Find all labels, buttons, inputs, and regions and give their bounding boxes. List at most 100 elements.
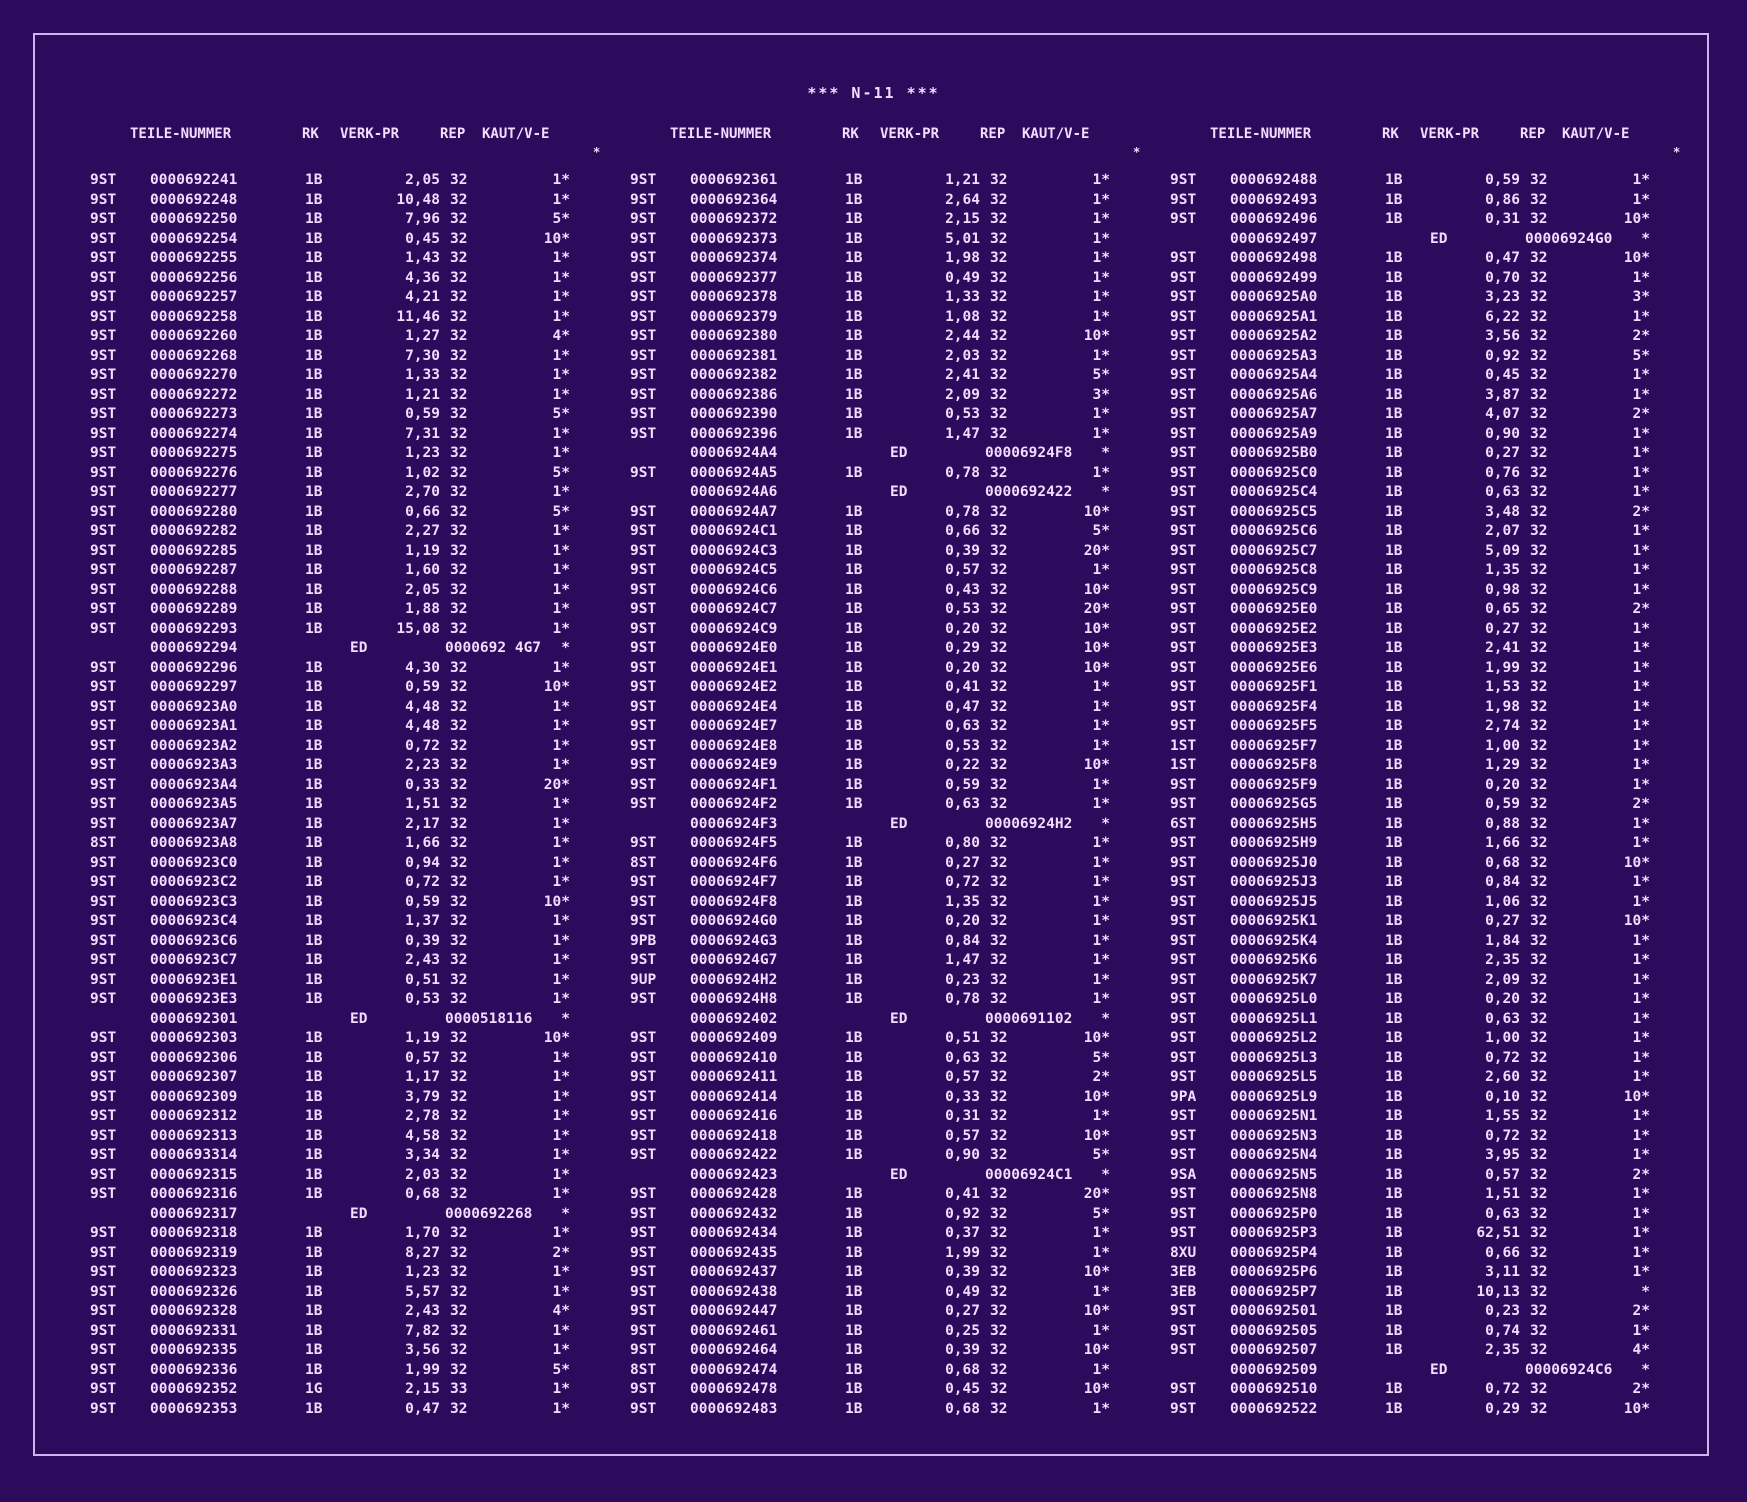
kaut-ve: 1* bbox=[1632, 1322, 1650, 1339]
rep-code: 32 bbox=[990, 211, 1008, 227]
type-code: 9ST bbox=[1170, 523, 1197, 539]
type-code: 9ST bbox=[1170, 1186, 1197, 1202]
kaut-ve: 1* bbox=[1632, 1010, 1650, 1027]
rep-code: 32 bbox=[990, 172, 1008, 188]
type-code: 9ST bbox=[1170, 1108, 1197, 1124]
table-row: 9ST 0000692396 1B 1,47 32 1* bbox=[630, 425, 1150, 444]
kaut-ve: 10* bbox=[1083, 1264, 1110, 1280]
table-row: 9ST 00006925L1 1B 0,63 32 1* bbox=[1170, 1010, 1690, 1029]
type-code: 9ST bbox=[90, 328, 117, 344]
table-row: 0000692423 ED 00006924C1 * bbox=[630, 1166, 1150, 1185]
rep-code: 32 bbox=[1530, 854, 1548, 871]
part-number: 00006924G0 bbox=[690, 913, 778, 929]
table-row: 9ST 0000692335 1B 3,56 32 1* bbox=[90, 1341, 610, 1360]
rep-code: 32 bbox=[1530, 328, 1548, 344]
type-code: 9ST bbox=[90, 815, 117, 832]
price: 0,63 bbox=[945, 718, 980, 734]
rk-code: 1B bbox=[845, 581, 863, 598]
rk-code: 1B bbox=[1385, 952, 1403, 968]
type-code: 9ST bbox=[90, 464, 117, 481]
price: 1,17 bbox=[405, 1069, 440, 1085]
part-number: 00006923C2 bbox=[150, 874, 238, 890]
header-kaut-ve: KAUT/V-E bbox=[1022, 126, 1090, 142]
price: 4,48 bbox=[405, 698, 440, 715]
table-row: 9ST 00006923C3 1B 0,59 32 10* bbox=[90, 893, 610, 912]
rep-code: 32 bbox=[450, 211, 468, 227]
kaut-ve: 1* bbox=[1632, 464, 1650, 481]
kaut-ve: 1* bbox=[1632, 1069, 1650, 1085]
part-number: 00006925F9 bbox=[1230, 776, 1318, 793]
kaut-ve: 1* bbox=[552, 367, 570, 383]
part-number: 0000692272 bbox=[150, 386, 238, 403]
rk-code: 1B bbox=[845, 952, 863, 968]
kaut-ve: 1* bbox=[552, 991, 570, 1007]
rk-code: 1B bbox=[1385, 1381, 1403, 1397]
kaut-ve: 1* bbox=[1092, 913, 1110, 929]
kaut-ve: 1* bbox=[1632, 542, 1650, 559]
type-code: 9ST bbox=[1170, 367, 1197, 383]
kaut-ve: 1* bbox=[1092, 1322, 1110, 1339]
table-row: 9ST 00006923A2 1B 0,72 32 1* bbox=[90, 737, 610, 756]
rk-code: 1B bbox=[305, 250, 323, 266]
table-row: 9ST 0000692275 1B 1,23 32 1* bbox=[90, 444, 610, 463]
price: 1,66 bbox=[1485, 835, 1520, 851]
price: 0,59 bbox=[1485, 796, 1520, 812]
rk-code: 1B bbox=[1385, 445, 1403, 461]
reference-number: 0000692 4G7 bbox=[445, 640, 542, 656]
rk-code: 1B bbox=[1385, 776, 1403, 793]
kaut-ve: 1* bbox=[552, 1147, 570, 1163]
rk-code: 1B bbox=[305, 1108, 323, 1124]
row-star: * bbox=[1641, 1361, 1650, 1378]
table-row: 0000692294 ED 0000692 4G7 * bbox=[90, 639, 610, 658]
rk-code: 1B bbox=[845, 1186, 863, 1202]
part-number: 0000692282 bbox=[150, 523, 238, 539]
price: 2,70 bbox=[405, 484, 440, 500]
rk-code: 1B bbox=[305, 620, 323, 637]
rk-code: 1B bbox=[845, 464, 863, 481]
rep-code: 32 bbox=[450, 718, 468, 734]
table-row: 9ST 00006925E3 1B 2,41 32 1* bbox=[1170, 639, 1690, 658]
type-code: 9ST bbox=[630, 1108, 657, 1124]
price: 0,72 bbox=[945, 874, 980, 890]
rep-code: 32 bbox=[1530, 932, 1548, 949]
kaut-ve: 2* bbox=[1632, 1166, 1650, 1183]
price: 0,76 bbox=[1485, 464, 1520, 481]
table-row: 9ST 00006925F4 1B 1,98 32 1* bbox=[1170, 698, 1690, 717]
price: 0,66 bbox=[945, 523, 980, 539]
price: 1,19 bbox=[405, 1030, 440, 1046]
rep-code: 32 bbox=[1530, 874, 1548, 890]
kaut-ve: 1* bbox=[552, 1322, 570, 1339]
kaut-ve: 3* bbox=[1092, 386, 1110, 403]
type-code: 9ST bbox=[630, 737, 657, 754]
table-row: 0000692402 ED 0000691102 * bbox=[630, 1010, 1150, 1029]
part-number: 00006925N8 bbox=[1230, 1186, 1318, 1202]
rep-code: 32 bbox=[990, 1186, 1008, 1202]
rep-code: 32 bbox=[990, 1049, 1008, 1066]
kaut-ve: 1* bbox=[1632, 581, 1650, 598]
rk-code: 1B bbox=[305, 737, 323, 754]
rk-code: 1B bbox=[845, 1049, 863, 1066]
table-row: 9ST 0000692307 1B 1,17 32 1* bbox=[90, 1068, 610, 1087]
rk-code: 1B bbox=[845, 1342, 863, 1358]
table-row: 9ST 0000692276 1B 1,02 32 5* bbox=[90, 464, 610, 483]
price: 11,46 bbox=[396, 308, 440, 325]
rep-code: 32 bbox=[450, 601, 468, 617]
table-row: 9ST 0000692256 1B 4,36 32 1* bbox=[90, 269, 610, 288]
price: 3,56 bbox=[1485, 328, 1520, 344]
type-code: 9ST bbox=[630, 386, 657, 403]
kaut-ve: 1* bbox=[552, 445, 570, 461]
kaut-ve: 2* bbox=[1632, 406, 1650, 422]
rep-code: 32 bbox=[1530, 1186, 1548, 1202]
rk-code: 1B bbox=[845, 1147, 863, 1163]
rep-code: 32 bbox=[990, 1205, 1008, 1222]
table-row: 9ST 0000692250 1B 7,96 32 5* bbox=[90, 210, 610, 229]
kaut-ve: 10* bbox=[1083, 503, 1110, 520]
kaut-ve: 2* bbox=[552, 1244, 570, 1261]
kaut-ve: 10* bbox=[1083, 1030, 1110, 1046]
part-number: 00006925C9 bbox=[1230, 581, 1318, 598]
part-number: 00006924E8 bbox=[690, 737, 778, 754]
part-number: 00006925N1 bbox=[1230, 1108, 1318, 1124]
rep-code: 32 bbox=[990, 562, 1008, 578]
kaut-ve: 1* bbox=[1092, 991, 1110, 1007]
rk-code: 1B bbox=[1385, 1342, 1403, 1358]
